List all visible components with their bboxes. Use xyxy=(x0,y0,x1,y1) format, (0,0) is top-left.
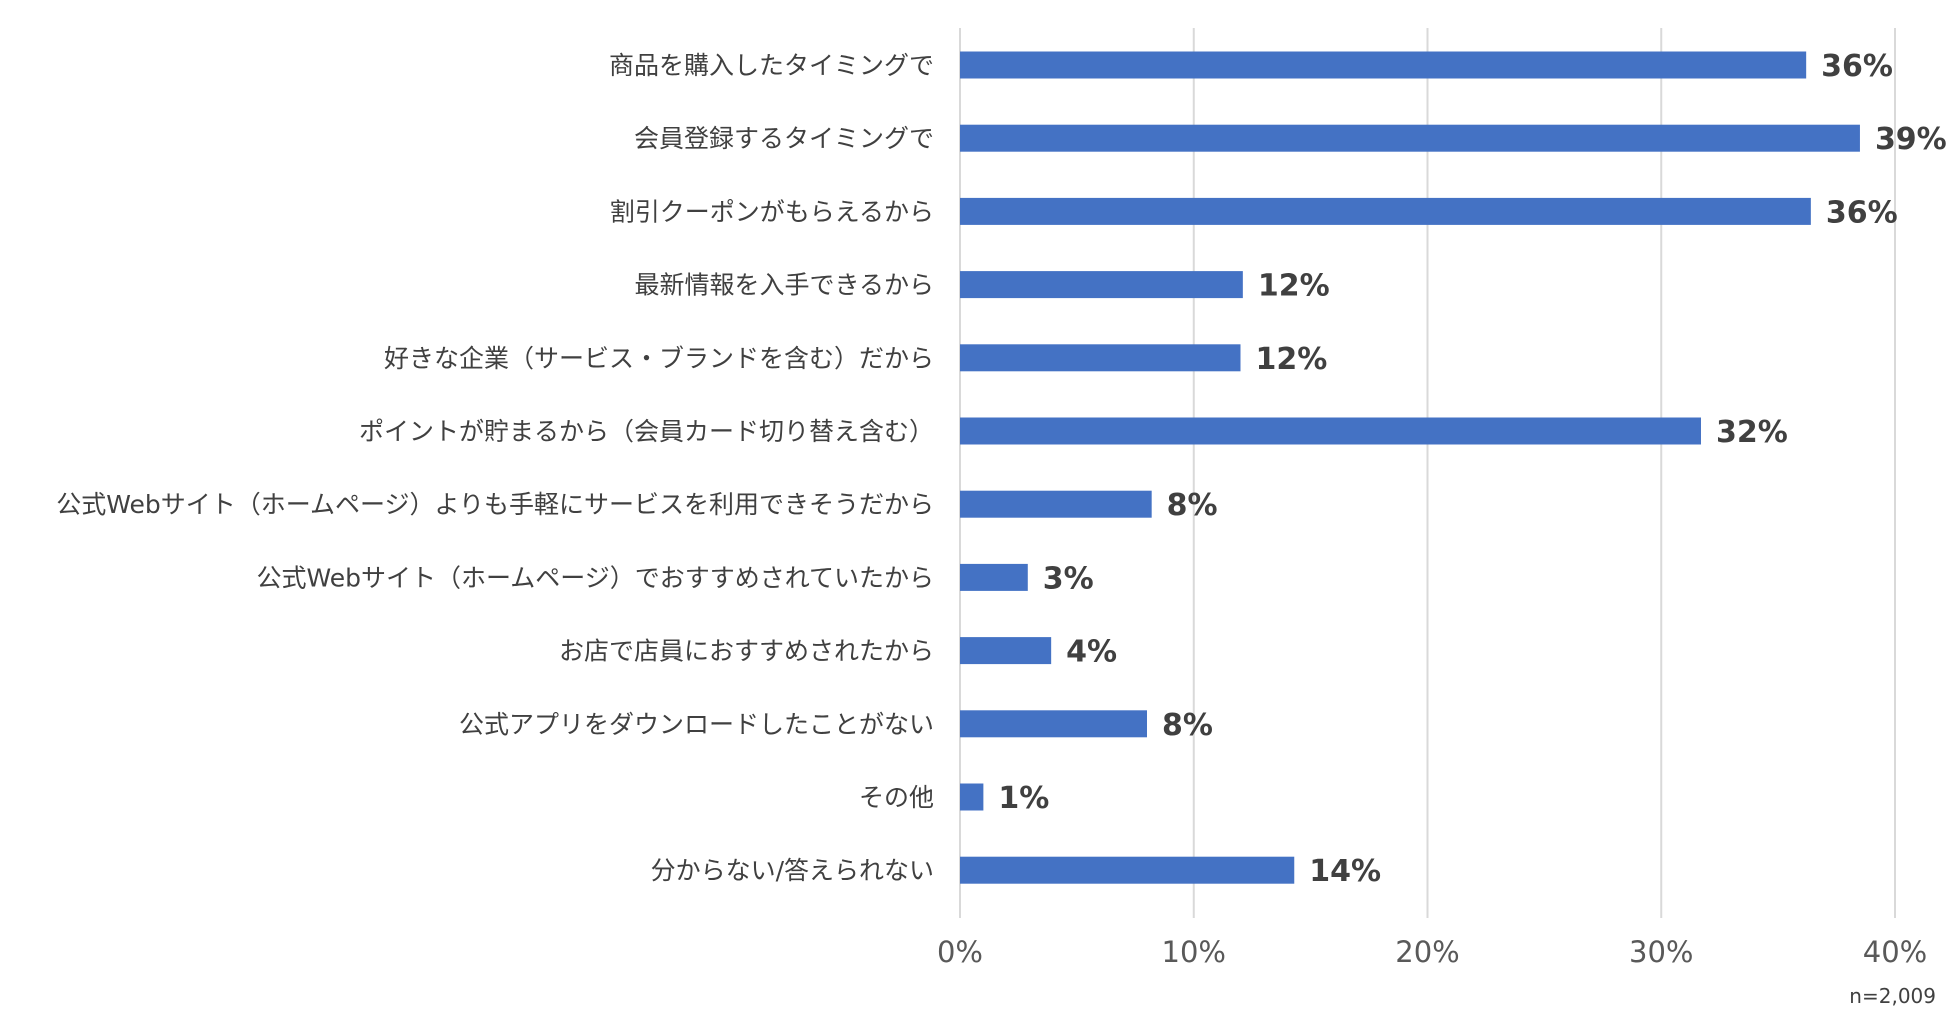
data-label: 12% xyxy=(1256,342,1328,377)
category-labels: 商品を購入したタイミングで会員登録するタイミングで割引クーポンがもらえるから最新… xyxy=(56,51,934,885)
category-label: 好きな企業（サービス・ブランドを含む）だから xyxy=(384,344,934,373)
data-label: 4% xyxy=(1066,635,1117,670)
bar xyxy=(960,710,1147,738)
data-label: 39% xyxy=(1875,122,1947,157)
data-label: 3% xyxy=(1043,561,1094,596)
category-label: 公式Webサイト（ホームページ）よりも手軽にサービスを利用できそうだから xyxy=(56,490,934,519)
data-label: 32% xyxy=(1716,415,1788,450)
category-label: 商品を購入したタイミングで xyxy=(609,51,934,80)
bar xyxy=(960,563,1028,591)
category-label: 最新情報を入手できるから xyxy=(634,271,934,300)
bars xyxy=(960,51,1860,884)
bar xyxy=(960,783,984,811)
category-label: 会員登録するタイミングで xyxy=(634,124,934,153)
bar xyxy=(960,417,1701,445)
bar xyxy=(960,271,1243,299)
bar xyxy=(960,197,1811,225)
x-tick-label: 30% xyxy=(1629,935,1693,969)
x-tick-label: 40% xyxy=(1863,935,1927,969)
category-label: 公式Webサイト（ホームページ）でおすすめされていたから xyxy=(256,563,934,592)
bar xyxy=(960,856,1295,884)
data-label: 8% xyxy=(1162,708,1213,743)
gridlines xyxy=(959,28,1896,918)
value-labels: 36% 39% 36% 12% 12% 32% 8% 3% 4% 8% 1% 14% xyxy=(998,49,1946,889)
bar xyxy=(960,490,1152,518)
bar xyxy=(960,344,1241,372)
data-label: 14% xyxy=(1309,854,1381,889)
category-label: ポイントが貯まるから（会員カード切り替え含む） xyxy=(359,417,934,446)
bar xyxy=(960,637,1052,665)
data-label: 12% xyxy=(1258,269,1330,304)
x-axis-tick-labels: 0% 10% 20% 30% 40% xyxy=(937,935,1927,969)
bar xyxy=(960,124,1860,152)
category-label: お店で店員におすすめされたから xyxy=(559,637,934,666)
bar xyxy=(960,51,1807,79)
data-label: 36% xyxy=(1826,195,1898,230)
category-label: 分からない/答えられない xyxy=(651,856,934,885)
category-label: 割引クーポンがもらえるから xyxy=(610,197,934,226)
data-label: 8% xyxy=(1167,488,1218,523)
data-label: 1% xyxy=(998,781,1049,816)
category-label: 公式アプリをダウンロードしたことがない xyxy=(459,710,934,739)
category-label: その他 xyxy=(859,783,934,812)
sample-size-note: n=2,009 xyxy=(1849,984,1936,1008)
x-tick-label: 20% xyxy=(1395,935,1459,969)
x-tick-label: 0% xyxy=(937,935,983,969)
x-tick-label: 10% xyxy=(1162,935,1226,969)
data-label: 36% xyxy=(1821,49,1893,84)
